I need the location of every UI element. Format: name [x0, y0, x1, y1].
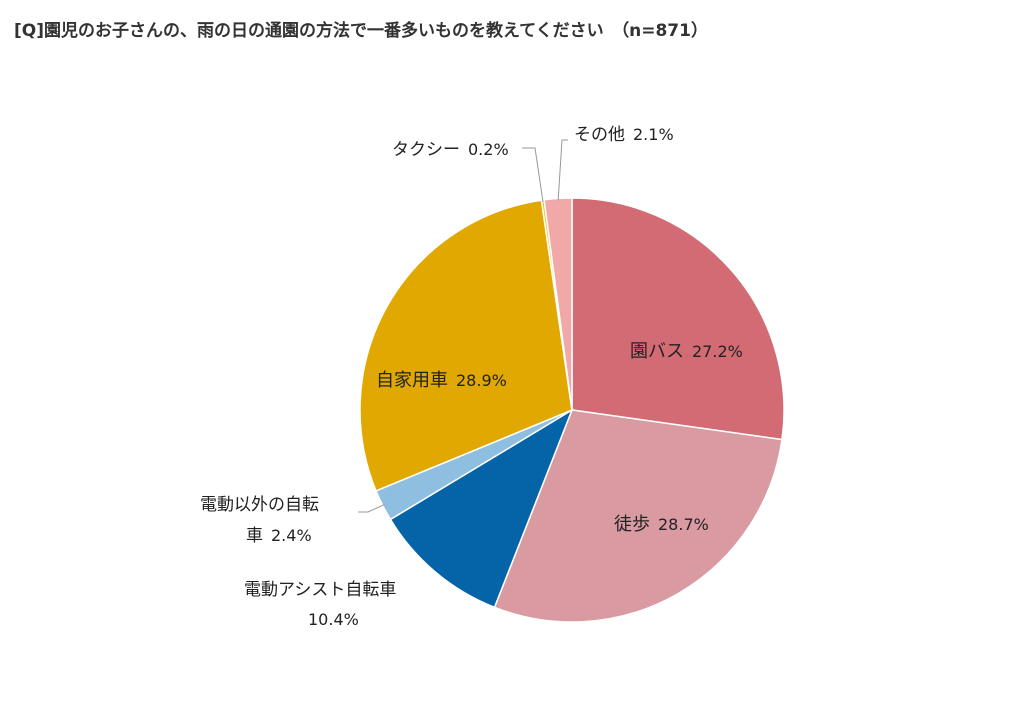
data-label-walk: 徒歩 28.7%	[614, 514, 709, 535]
data-label-bike-line2: 車 2.4%	[246, 526, 312, 546]
slice-e-assist-bike	[389, 408, 574, 609]
slice-car	[359, 199, 573, 492]
leader-line-other	[557, 139, 568, 201]
leader-line-bike	[358, 504, 385, 513]
leader-line-taxi	[522, 147, 544, 203]
data-label-taxi: タクシー 0.2%	[392, 140, 509, 160]
data-label-car: 自家用車 28.9%	[376, 370, 507, 391]
data-label-e-assist-bike-pct: 10.4%	[308, 610, 359, 629]
data-label-e-assist-bike: 電動アシスト自転車	[244, 580, 396, 600]
data-label-other: その他 2.1%	[574, 125, 674, 145]
chart-title: [Q]園児のお子さんの、雨の日の通園の方法で一番多いものを教えてください （n=…	[14, 21, 708, 41]
slice-bus	[571, 197, 785, 441]
data-label-bike-line1: 電動以外の自転	[200, 495, 319, 515]
data-label-bus: 園バス 27.2%	[630, 341, 743, 362]
slice-walk	[493, 409, 783, 623]
pie-slices	[359, 197, 785, 623]
leader-lines	[358, 139, 568, 513]
